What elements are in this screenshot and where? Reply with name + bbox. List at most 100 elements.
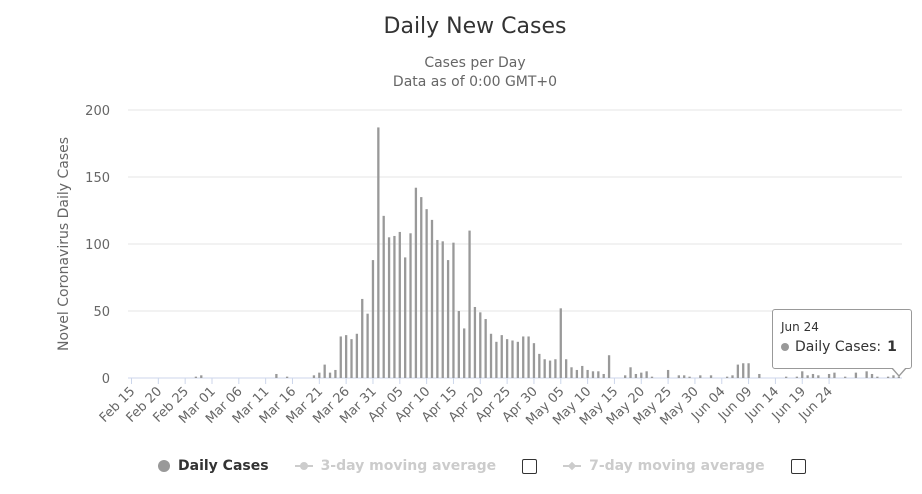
bar[interactable] xyxy=(393,235,396,378)
bar[interactable] xyxy=(870,373,874,378)
bar[interactable] xyxy=(640,372,643,378)
bar[interactable] xyxy=(827,373,831,378)
bar[interactable] xyxy=(634,373,638,378)
bar[interactable] xyxy=(742,363,745,378)
bar[interactable] xyxy=(194,376,198,378)
legend-item-3day-average[interactable]: 3-day moving average xyxy=(294,458,538,474)
bar[interactable] xyxy=(404,257,407,378)
bar[interactable] xyxy=(452,242,455,378)
bar[interactable] xyxy=(350,339,353,378)
bar[interactable] xyxy=(699,375,702,378)
bar[interactable] xyxy=(854,372,858,378)
bar[interactable] xyxy=(688,376,691,378)
bar[interactable] xyxy=(414,187,418,378)
bar[interactable] xyxy=(328,372,332,378)
bar[interactable] xyxy=(377,127,380,378)
bar[interactable] xyxy=(468,230,471,378)
bar[interactable] xyxy=(430,219,434,378)
bar[interactable] xyxy=(736,364,740,378)
bar[interactable] xyxy=(479,312,482,378)
bar[interactable] xyxy=(285,376,289,378)
bar[interactable] xyxy=(420,197,423,378)
bar[interactable] xyxy=(886,376,890,378)
bar[interactable] xyxy=(473,306,477,378)
legend-item-7day-average[interactable]: 7-day moving average xyxy=(563,458,806,474)
bar[interactable] xyxy=(339,336,342,378)
bar[interactable] xyxy=(785,376,788,378)
bar[interactable] xyxy=(844,376,847,378)
bar-series[interactable] xyxy=(194,127,900,378)
legend-item-daily-cases[interactable]: Daily Cases xyxy=(158,458,269,474)
bar[interactable] xyxy=(758,373,761,378)
bar[interactable] xyxy=(495,341,498,378)
bar[interactable] xyxy=(527,336,530,378)
bar[interactable] xyxy=(334,369,337,378)
bar[interactable] xyxy=(602,373,605,378)
bar[interactable] xyxy=(200,375,203,378)
bar[interactable] xyxy=(565,359,568,378)
bar[interactable] xyxy=(709,375,713,378)
legend-label-7day-average: 7-day moving average xyxy=(589,458,765,474)
bar[interactable] xyxy=(538,353,541,378)
bar[interactable] xyxy=(591,371,595,378)
bar[interactable] xyxy=(645,371,648,378)
bar[interactable] xyxy=(897,376,900,378)
bar[interactable] xyxy=(463,328,466,378)
bar[interactable] xyxy=(747,363,750,378)
bar[interactable] xyxy=(811,373,815,378)
bar[interactable] xyxy=(575,369,579,378)
bar[interactable] xyxy=(387,237,391,378)
bar[interactable] xyxy=(500,335,503,378)
bar[interactable] xyxy=(371,260,375,378)
bar[interactable] xyxy=(382,215,385,378)
bar[interactable] xyxy=(607,355,611,378)
bar[interactable] xyxy=(731,375,734,378)
bar[interactable] xyxy=(484,319,487,378)
bar[interactable] xyxy=(425,209,428,378)
bar[interactable] xyxy=(543,359,546,378)
bar[interactable] xyxy=(409,233,412,378)
bar[interactable] xyxy=(446,260,450,378)
bar[interactable] xyxy=(683,375,686,378)
bar[interactable] xyxy=(570,367,573,378)
bar[interactable] xyxy=(361,298,364,378)
bar[interactable] xyxy=(624,375,627,378)
bar[interactable] xyxy=(398,231,401,378)
bar[interactable] xyxy=(522,336,525,378)
bar[interactable] xyxy=(833,372,836,378)
bar[interactable] xyxy=(532,343,536,378)
checkbox-7day-average[interactable] xyxy=(790,458,806,474)
bar[interactable] xyxy=(516,341,519,378)
bar[interactable] xyxy=(554,359,557,378)
bar[interactable] xyxy=(344,335,348,378)
bar[interactable] xyxy=(366,313,369,378)
bar[interactable] xyxy=(586,369,589,378)
bar[interactable] xyxy=(312,375,316,378)
checkbox-3day-average[interactable] xyxy=(522,458,538,474)
bar[interactable] xyxy=(323,364,326,378)
bar[interactable] xyxy=(559,308,562,378)
bar[interactable] xyxy=(666,369,670,378)
bar[interactable] xyxy=(581,365,584,378)
bar[interactable] xyxy=(511,340,514,378)
bar[interactable] xyxy=(725,376,729,378)
bar[interactable] xyxy=(441,241,444,378)
bar[interactable] xyxy=(275,373,278,378)
bar[interactable] xyxy=(489,333,493,378)
bar[interactable] xyxy=(548,360,552,378)
bar[interactable] xyxy=(806,375,809,378)
bar[interactable] xyxy=(597,371,600,378)
bar[interactable] xyxy=(355,333,359,378)
bar[interactable] xyxy=(876,376,879,378)
bar[interactable] xyxy=(650,376,654,378)
bar[interactable] xyxy=(318,372,321,378)
bar[interactable] xyxy=(505,339,509,378)
bar[interactable] xyxy=(677,375,680,378)
bar[interactable] xyxy=(629,367,632,378)
bar[interactable] xyxy=(795,376,799,378)
bar[interactable] xyxy=(865,371,868,378)
bar[interactable] xyxy=(801,371,804,378)
bar[interactable] xyxy=(817,375,820,378)
bar[interactable] xyxy=(457,311,460,378)
bar[interactable] xyxy=(436,239,439,378)
